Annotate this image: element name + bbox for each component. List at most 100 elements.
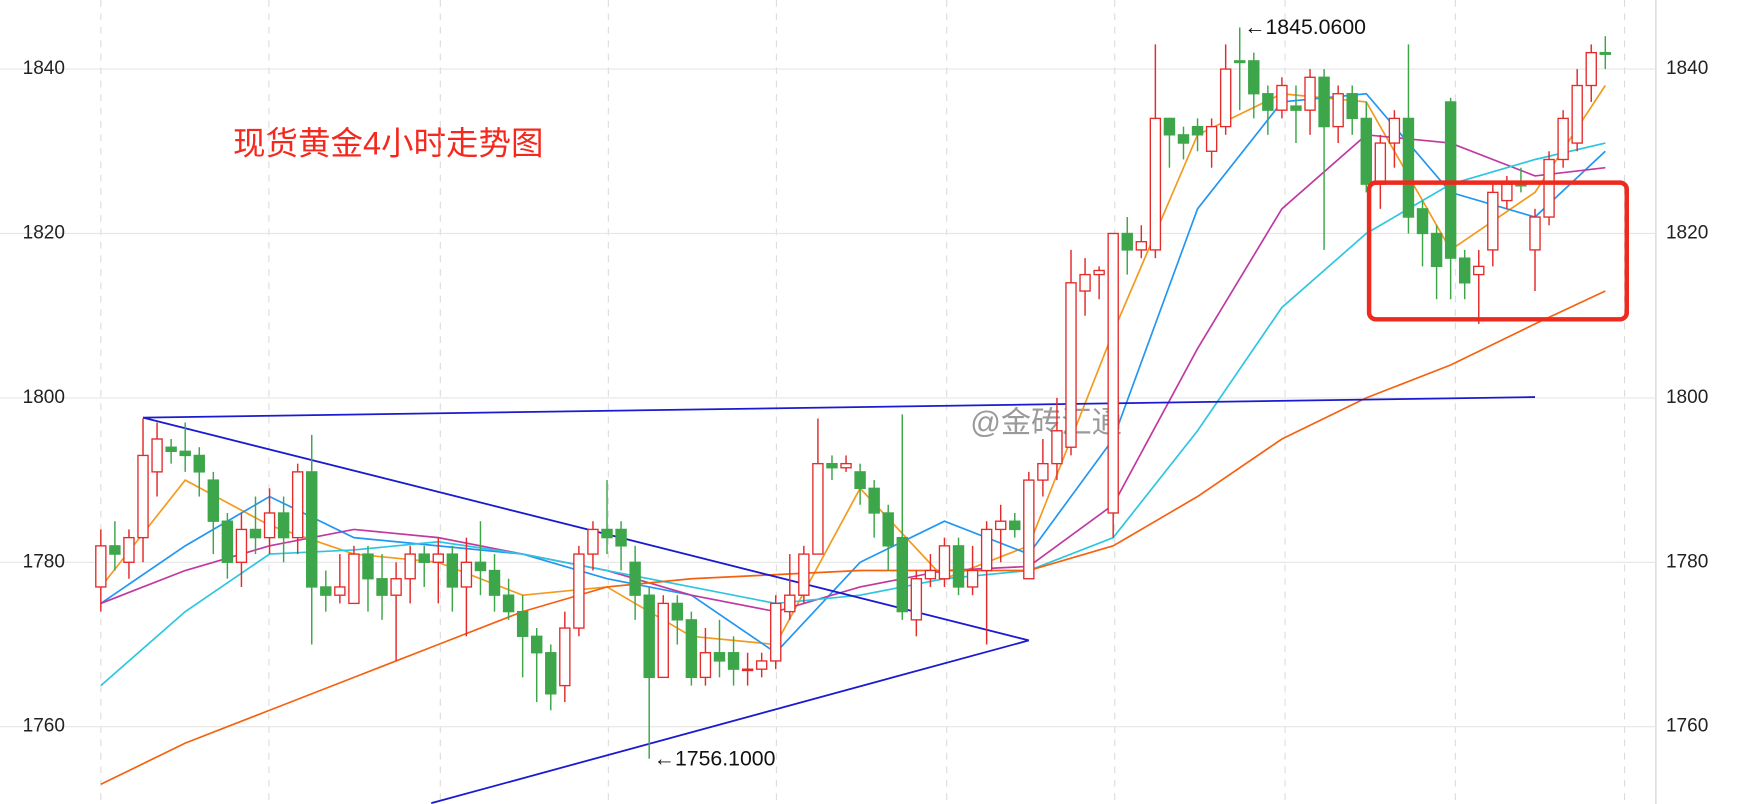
candle-body bbox=[263, 512, 276, 539]
candle-body bbox=[952, 545, 965, 588]
candle-body bbox=[741, 668, 754, 672]
candle-body bbox=[840, 462, 852, 469]
overlay-line bbox=[143, 396, 1536, 419]
annotation: ←1845.0600 bbox=[1244, 15, 1366, 39]
y-tick-label: 1760 bbox=[23, 716, 65, 737]
candle-body bbox=[910, 578, 923, 621]
candle-body bbox=[179, 450, 191, 457]
candle-body bbox=[249, 528, 262, 539]
candle-body bbox=[559, 627, 571, 687]
candle-body bbox=[334, 586, 346, 596]
candle-body bbox=[418, 553, 430, 563]
candle-body bbox=[235, 528, 248, 563]
candle-body bbox=[727, 652, 740, 670]
candle-body bbox=[713, 652, 726, 662]
y2-tick-label: 1840 bbox=[1666, 58, 1708, 79]
candle-body bbox=[516, 610, 529, 637]
candle-body bbox=[882, 512, 894, 547]
candle-body bbox=[938, 545, 951, 580]
chart-title: 现货黄金4小时走势图 bbox=[233, 126, 543, 162]
candle-body bbox=[1009, 520, 1021, 531]
grid: 1760 1760 1780 1780 1800 1800 1820 1820 1840 1840 bbox=[0, 58, 1708, 737]
candle-body bbox=[615, 528, 627, 547]
watermark: @金砖汇通 bbox=[970, 405, 1122, 439]
candle-body bbox=[1388, 117, 1401, 144]
candle-body bbox=[812, 462, 824, 555]
candle-body bbox=[1332, 93, 1344, 128]
candle-body bbox=[432, 553, 444, 563]
candle-body bbox=[1444, 101, 1457, 259]
candle-body bbox=[685, 619, 698, 679]
candle-body bbox=[784, 594, 796, 613]
overlay-line bbox=[100, 92, 1606, 654]
candle-body bbox=[1177, 134, 1190, 144]
y2-tick-label: 1780 bbox=[1666, 551, 1708, 572]
candle-body bbox=[1416, 208, 1429, 235]
highlight-box bbox=[1366, 180, 1630, 322]
candle-body bbox=[362, 553, 374, 580]
candle-body bbox=[193, 454, 205, 473]
candle-body bbox=[1458, 257, 1471, 284]
candle-body bbox=[587, 528, 599, 555]
candle-body bbox=[699, 652, 712, 679]
candle-body bbox=[1191, 125, 1204, 136]
candle-body bbox=[924, 569, 937, 580]
candle-body bbox=[966, 569, 979, 588]
candle-body bbox=[826, 462, 838, 469]
y-tick-label: 1840 bbox=[23, 58, 65, 79]
candle-body bbox=[629, 561, 641, 596]
candle-body bbox=[1374, 142, 1387, 185]
candle-body bbox=[1585, 51, 1597, 87]
candle-body bbox=[657, 602, 669, 679]
candle-body bbox=[123, 536, 135, 563]
candle-body bbox=[320, 586, 332, 596]
candle-body bbox=[1318, 76, 1330, 128]
candle-body bbox=[545, 652, 557, 695]
overlay-line bbox=[142, 416, 1030, 642]
candle-body bbox=[980, 528, 993, 572]
candle-body bbox=[1346, 93, 1358, 120]
y-tick-label: 1780 bbox=[23, 551, 65, 572]
candle-body bbox=[1037, 462, 1049, 481]
candle-body bbox=[1163, 117, 1176, 136]
candle-body bbox=[460, 561, 473, 588]
candle-body bbox=[1304, 76, 1316, 111]
candle-body bbox=[1473, 265, 1485, 276]
candle-body bbox=[474, 561, 487, 572]
candle-body bbox=[1065, 282, 1077, 448]
y2-tick-label: 1800 bbox=[1666, 387, 1708, 408]
candle-body bbox=[601, 528, 613, 539]
candle-body bbox=[1501, 183, 1513, 202]
candle-body bbox=[868, 487, 880, 514]
candle-body bbox=[1529, 216, 1541, 251]
candle-body bbox=[1599, 51, 1612, 55]
candle-body bbox=[1205, 125, 1218, 152]
candle-body bbox=[348, 553, 360, 605]
candle-body bbox=[137, 454, 149, 539]
candle-body bbox=[798, 553, 810, 596]
candle-body bbox=[151, 438, 163, 473]
candle-body bbox=[643, 594, 655, 679]
annotation: ←1756.1000 bbox=[654, 747, 776, 771]
y-tick-label: 1800 bbox=[23, 387, 65, 408]
candle-body bbox=[573, 553, 585, 629]
candle-body bbox=[306, 471, 318, 588]
candle-body bbox=[446, 553, 459, 588]
candle-body bbox=[1023, 479, 1035, 580]
candle-body bbox=[277, 512, 290, 539]
overlay-line bbox=[431, 639, 1030, 804]
candle-body bbox=[1234, 60, 1246, 64]
candles bbox=[95, 27, 1612, 759]
candle-body bbox=[1219, 68, 1232, 128]
candle-body bbox=[1121, 232, 1133, 251]
candle-body bbox=[1051, 430, 1063, 465]
candle-body bbox=[221, 520, 234, 563]
candle-body bbox=[1135, 241, 1148, 251]
candle-body bbox=[530, 635, 543, 654]
candle-body bbox=[390, 578, 402, 596]
candle-body bbox=[1276, 84, 1288, 111]
candle-body bbox=[1248, 60, 1260, 95]
y2-tick-label: 1760 bbox=[1666, 716, 1708, 737]
